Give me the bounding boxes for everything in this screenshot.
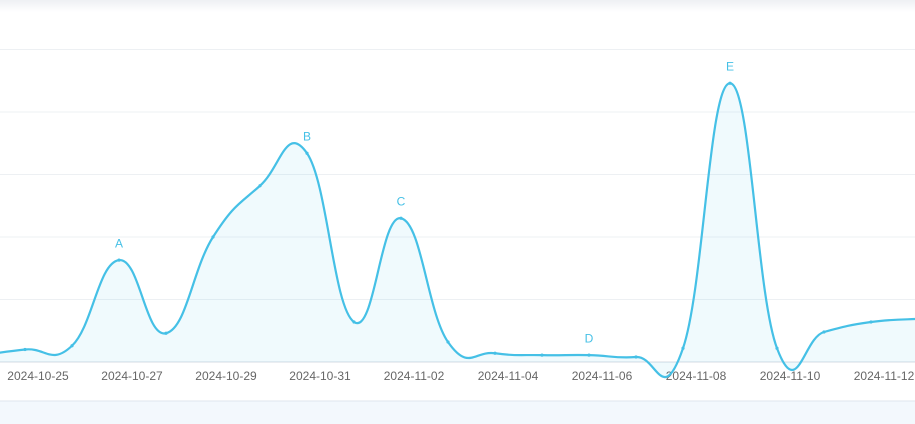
x-tick-label: 2024-11-08 [666,369,727,383]
area [0,83,915,377]
x-tick-label: 2024-10-27 [101,369,163,383]
point-label: D [585,331,594,345]
point [728,81,732,85]
point [164,331,168,335]
point-label: C [397,194,406,208]
point [258,184,262,188]
x-tick-label: 2024-11-06 [572,369,633,383]
x-tick-label: 2024-11-10 [760,369,821,383]
plot: 2024-10-25 2024-10-27 2024-10-29 2024-10-31… [0,49,915,383]
point [117,258,121,262]
point [822,330,826,334]
point [493,351,497,355]
top-bar-shadow [0,0,915,12]
point [587,353,591,357]
point [681,346,685,350]
point [446,340,450,344]
point [211,235,215,239]
point-label: A [115,236,123,250]
x-tick-label: 2024-10-29 [195,369,257,383]
point [399,216,403,220]
point-label: E [726,59,734,73]
point [352,320,356,324]
x-tick-label: 2024-11-04 [478,369,539,383]
x-tick-label: 2024-10-31 [289,369,351,383]
point [305,151,309,155]
point [540,353,544,357]
point [23,347,27,352]
x-tick-label: 2024-10-25 [7,369,69,383]
point-label: B [303,129,311,143]
point [775,346,779,350]
x-tick-label: 2024-11-12 [854,369,915,383]
point [70,344,74,348]
bottom-strip [0,401,915,424]
point [634,355,638,359]
x-tick-label: 2024-11-02 [384,369,445,383]
point [869,320,873,324]
